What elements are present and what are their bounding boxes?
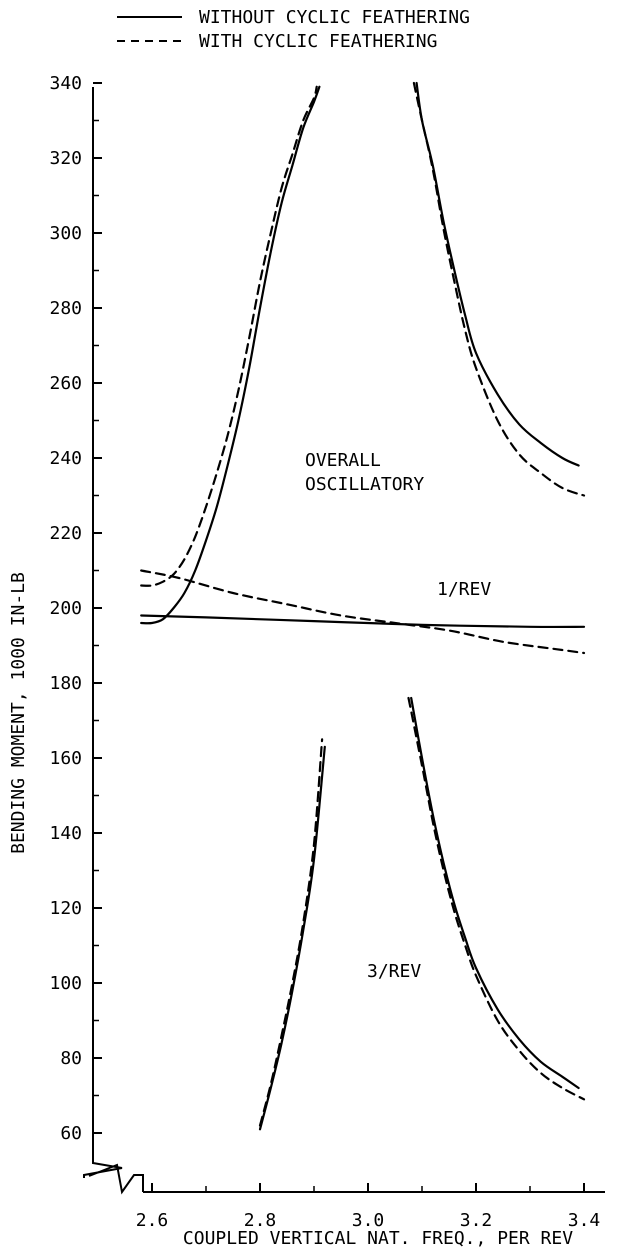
y-tick-label: 240 — [49, 448, 82, 469]
series-line-solid-6 — [258, 745, 326, 1131]
y-tick-label: 320 — [49, 148, 82, 169]
annotation-1rev: 1/REV — [437, 579, 491, 600]
x-tick-label: 2.8 — [244, 1210, 277, 1231]
y-ticks: 60 80 100 120 140 160 180 200 220 240 260 280 300 320… — [49, 73, 102, 1144]
x-tick-label: 2.6 — [136, 1210, 169, 1231]
y-tick-label: 60 — [60, 1123, 82, 1144]
y-tick-label: 140 — [49, 823, 82, 844]
series-line-solid-0 — [140, 85, 321, 625]
annotation-overall: OVERALL — [305, 450, 381, 471]
series-line-dashed-9 — [407, 696, 586, 1101]
x-tick-label: 3.2 — [460, 1210, 493, 1231]
y-tick-label: 340 — [49, 73, 82, 94]
series-line-dashed-5 — [140, 569, 586, 655]
y-tick-label: 160 — [49, 748, 82, 769]
y-tick-label: 100 — [49, 973, 82, 994]
series-line-solid-2 — [415, 81, 580, 467]
y-tick-label: 200 — [49, 598, 82, 619]
legend-label-dashed: WITH CYCLIC FEATHERING — [199, 31, 437, 52]
x-axis: 2.6 2.8 3.0 3.2 3.4 — [88, 1163, 605, 1231]
y-tick-label: 280 — [49, 298, 82, 319]
x-axis-break-icon — [88, 1163, 144, 1195]
y-tick-label: 120 — [49, 898, 82, 919]
series-line-solid-8 — [410, 696, 580, 1090]
annotation-oscillatory: OSCILLATORY — [305, 474, 424, 495]
y-tick-label: 260 — [49, 373, 82, 394]
annotation-3rev: 3/REV — [367, 961, 421, 982]
series-line-dashed-7 — [258, 738, 324, 1127]
axis-break-icon — [83, 1155, 123, 1178]
series-layer — [140, 81, 586, 1131]
y-tick-label: 80 — [60, 1048, 82, 1069]
legend: WITHOUT CYCLIC FEATHERING WITH CYCLIC FE… — [117, 7, 470, 52]
y-tick-label: 300 — [49, 223, 82, 244]
y-axis-label: BENDING MOMENT, 1000 IN-LB — [8, 572, 29, 854]
series-line-solid-4 — [140, 614, 586, 629]
legend-label-solid: WITHOUT CYCLIC FEATHERING — [199, 7, 470, 28]
y-tick-label: 180 — [49, 673, 82, 694]
x-tick-label: 3.4 — [568, 1210, 601, 1231]
series-line-dashed-3 — [412, 81, 586, 497]
x-tick-label: 3.0 — [352, 1210, 385, 1231]
y-tick-label: 220 — [49, 523, 82, 544]
x-ticks: 2.6 2.8 3.0 3.2 3.4 — [136, 1183, 601, 1231]
x-axis-label: COUPLED VERTICAL NAT. FREQ., PER REV — [183, 1228, 573, 1249]
y-axis: 60 80 100 120 140 160 180 200 220 240 260 280 300 320… — [49, 73, 123, 1178]
series-line-dashed-1 — [140, 85, 318, 587]
